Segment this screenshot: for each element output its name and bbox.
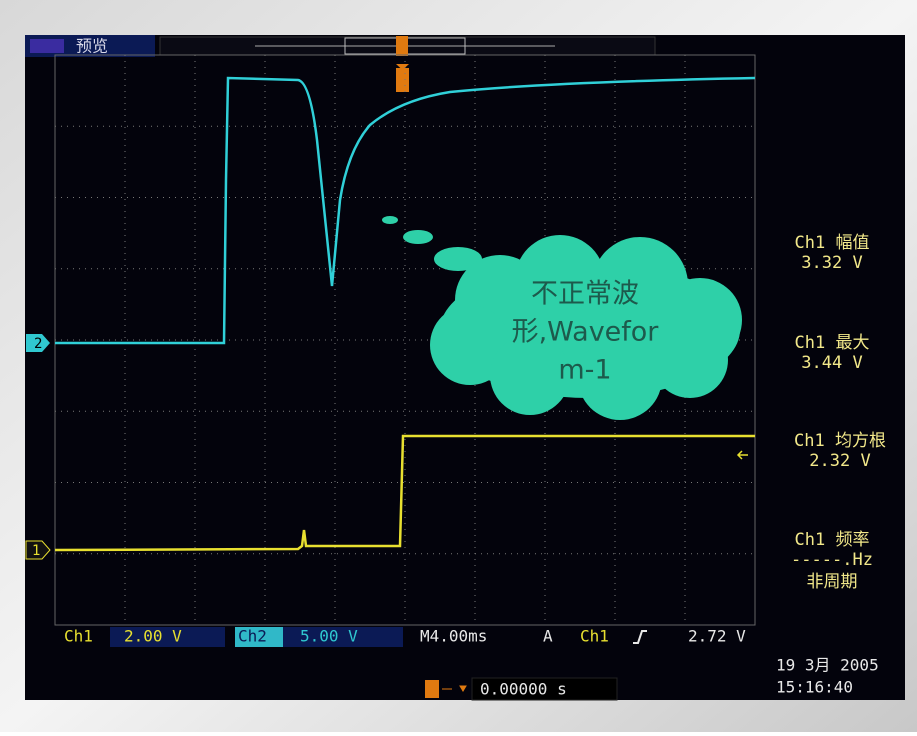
measurement-value: 2.32 V — [809, 451, 870, 471]
measurement-label: Ch1 均方根 — [794, 431, 886, 451]
ch2-scale: 5.00 V — [300, 627, 358, 646]
time: 15:16:40 — [776, 678, 853, 697]
measurement-note: 非周期 — [807, 572, 858, 592]
mode-label: 预览 — [76, 37, 108, 56]
measurement-value: -----.Hz — [791, 550, 873, 570]
measurement-label: Ch1 幅值 — [795, 233, 870, 253]
trigger-source: Ch1 — [580, 627, 609, 646]
ch1-marker-label: 1 — [32, 543, 40, 559]
measurement-label: Ch1 最大 — [795, 333, 870, 353]
trigger-icon — [396, 68, 409, 92]
ch1-label: Ch1 — [64, 627, 93, 646]
scope-screenshot: 预览 2 1 不正常波 形,Wavefor m-1 Ch1 幅值 3.32 V … — [0, 0, 917, 732]
ch2-label: Ch2 — [238, 627, 267, 646]
date: 19 3月 2005 — [776, 656, 879, 675]
ch2-marker-label: 2 — [34, 336, 42, 352]
measurement-value: 3.32 V — [801, 253, 862, 273]
page: 预览 2 1 不正常波 形,Wavefor m-1 Ch1 幅值 3.32 V … — [0, 0, 917, 732]
trigger-position: 0.00000 s — [480, 680, 567, 699]
callout-line: 不正常波 — [531, 279, 639, 310]
trigger-icon-top — [396, 36, 408, 56]
callout-line: 形,Wavefor — [512, 317, 660, 348]
trigger-level: 2.72 V — [688, 627, 746, 646]
trigger-pos-icon — [425, 680, 439, 698]
timebase: M4.00ms — [420, 627, 487, 646]
measurement-label: Ch1 频率 — [795, 530, 870, 550]
callout-line: m-1 — [558, 355, 611, 386]
measurement-value: 3.44 V — [801, 353, 862, 373]
ch1-scale: 2.00 V — [124, 627, 182, 646]
trigger-mode: A — [543, 627, 553, 646]
tek-logo — [30, 39, 64, 53]
